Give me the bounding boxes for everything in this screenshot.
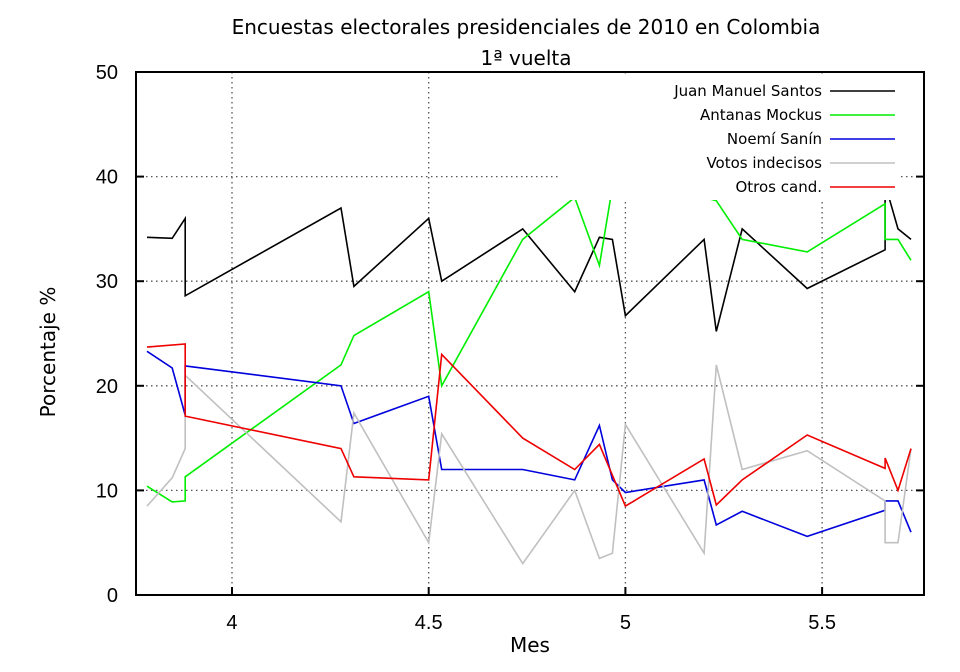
x-tick-label: 4 bbox=[226, 612, 237, 634]
series-line-2 bbox=[146, 350, 912, 538]
y-axis-label: Porcentaje % bbox=[36, 287, 60, 418]
y-tick-label: 10 bbox=[96, 480, 118, 502]
legend-label: Juan Manuel Santos bbox=[673, 82, 822, 100]
y-tick-label: 20 bbox=[96, 376, 118, 398]
y-tick-label: 50 bbox=[96, 62, 118, 84]
legend-label: Noemí Sanín bbox=[727, 130, 822, 148]
axis-ticks: 4 4.5 5 5.5 0 10 20 30 40 50 bbox=[96, 62, 924, 634]
legend-label: Antanas Mockus bbox=[700, 106, 822, 124]
legend-label: Votos indecisos bbox=[706, 154, 822, 172]
series-group bbox=[146, 183, 912, 566]
series-line-4 bbox=[146, 343, 912, 508]
legend-label: Otros cand. bbox=[735, 178, 822, 196]
x-axis-label: Mes bbox=[510, 633, 550, 657]
series-line-0 bbox=[146, 183, 912, 332]
y-tick-label: 40 bbox=[96, 167, 118, 189]
chart-title: Encuestas electorales presidenciales de … bbox=[232, 15, 821, 39]
grid bbox=[136, 72, 924, 595]
legend: Juan Manuel Santos Antanas Mockus Noemí Sa… bbox=[673, 82, 895, 196]
y-tick-label: 30 bbox=[96, 271, 118, 293]
y-tick-label: 0 bbox=[107, 585, 118, 607]
x-tick-label: 5 bbox=[620, 612, 631, 634]
x-tick-label: 5.5 bbox=[808, 612, 836, 634]
series-line-1 bbox=[146, 186, 912, 503]
x-tick-label: 4.5 bbox=[415, 612, 443, 634]
chart-subtitle: 1ª vuelta bbox=[481, 46, 572, 70]
series-line-3 bbox=[146, 364, 912, 566]
plot-frame bbox=[135, 71, 925, 596]
legend-background bbox=[560, 76, 900, 200]
